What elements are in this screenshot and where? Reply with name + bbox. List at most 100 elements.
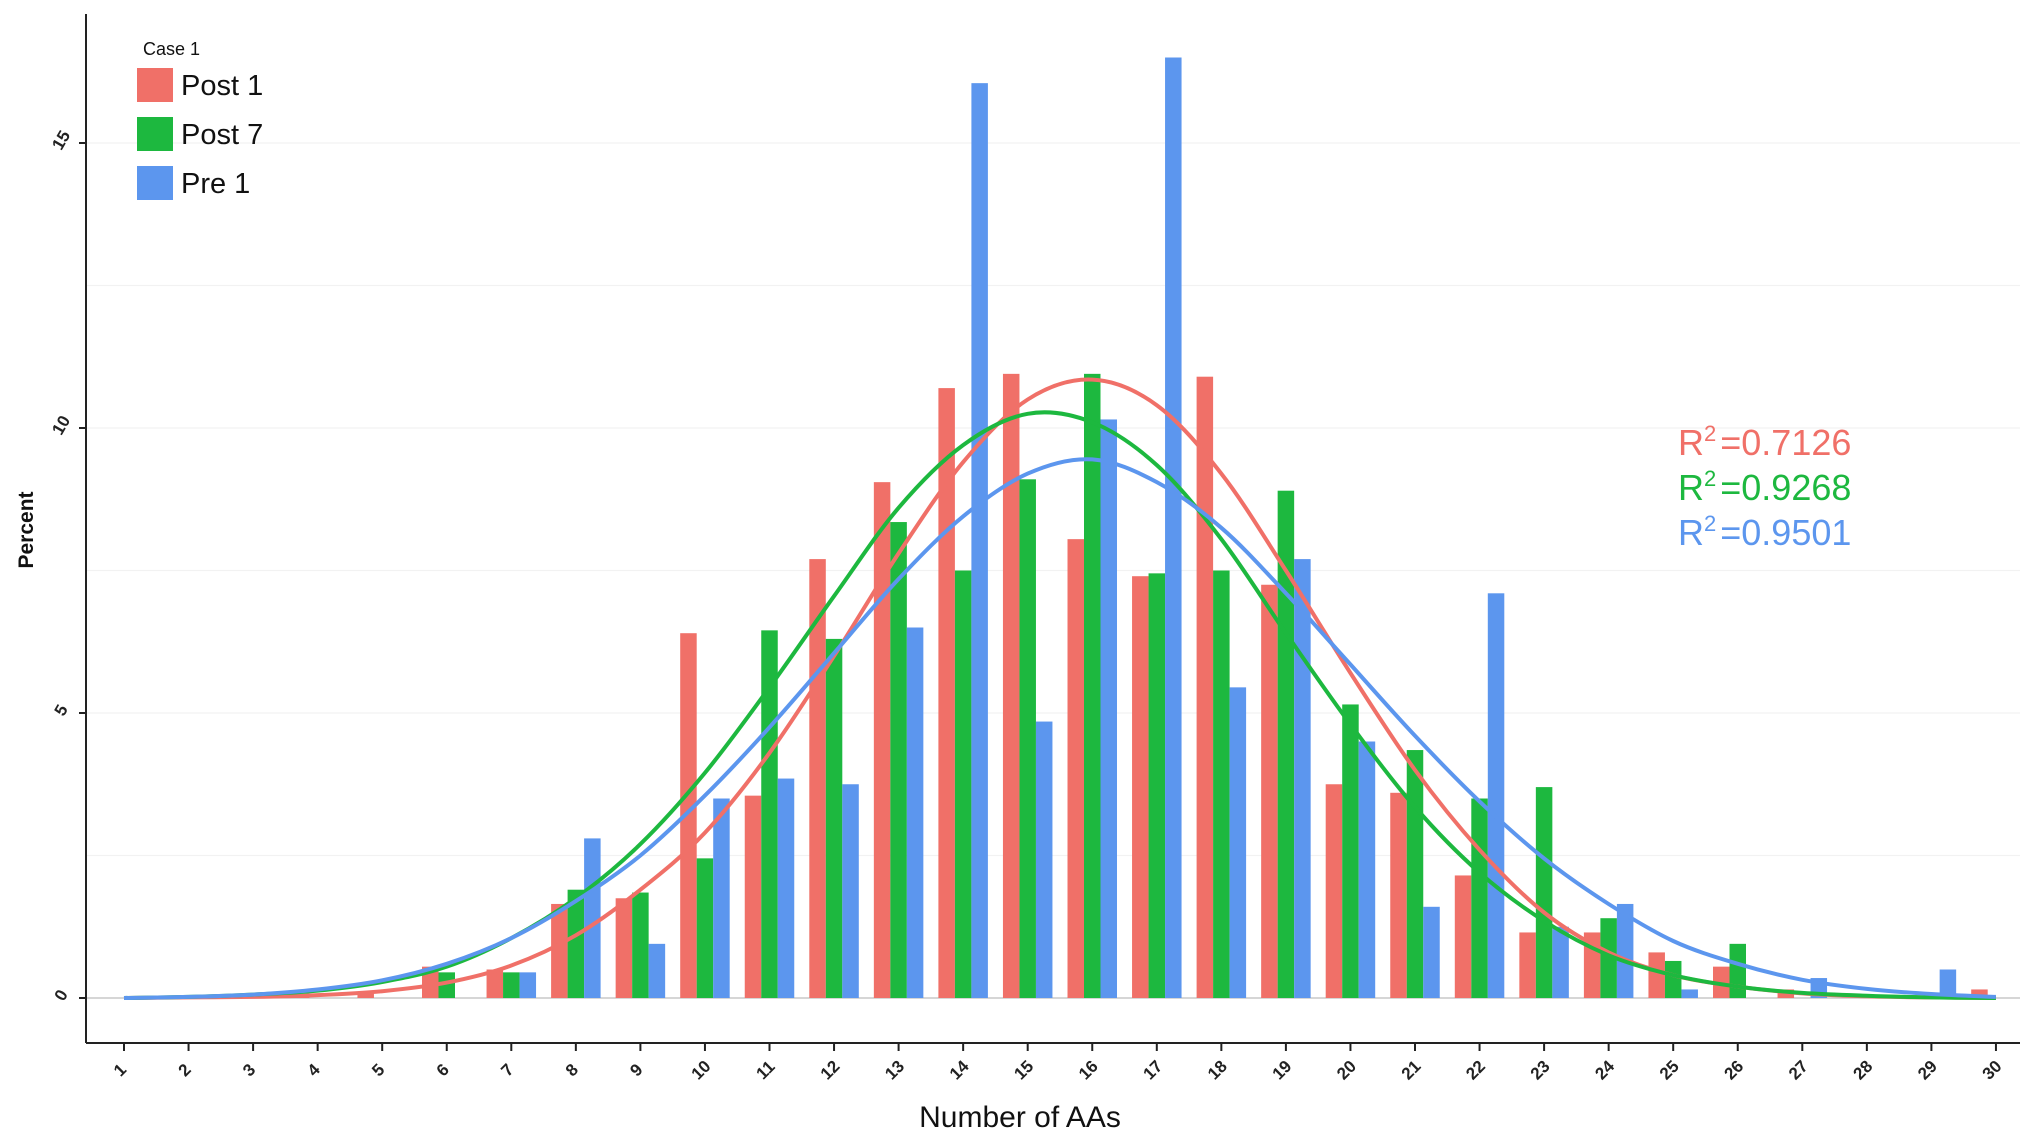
bar xyxy=(825,638,843,998)
legend-label: Post 7 xyxy=(181,119,263,151)
bar xyxy=(438,972,455,998)
bar xyxy=(567,889,585,998)
bar xyxy=(938,388,955,999)
bar xyxy=(971,83,988,998)
bar xyxy=(1519,932,1536,998)
y-tick-label: 10 xyxy=(48,412,74,438)
legend-swatch xyxy=(137,68,173,102)
x-tick-label: 6 xyxy=(433,1060,453,1080)
x-tick-label: 27 xyxy=(1785,1057,1812,1084)
bar xyxy=(1616,903,1634,998)
bar xyxy=(890,522,907,998)
x-tick-label: 24 xyxy=(1591,1056,1618,1083)
legend-swatch xyxy=(137,117,173,151)
bar xyxy=(1681,989,1698,998)
bar xyxy=(1132,576,1149,998)
bar xyxy=(1390,792,1407,998)
bar xyxy=(1294,559,1311,998)
bar xyxy=(1165,57,1182,998)
bar xyxy=(648,943,666,998)
fit-curve xyxy=(123,410,1996,1000)
bar xyxy=(1939,969,1957,998)
x-tick-label: 10 xyxy=(688,1057,715,1084)
bar xyxy=(1019,479,1036,998)
bar xyxy=(1358,741,1376,998)
legend-title: Case 1 xyxy=(143,39,200,59)
x-tick-label: 20 xyxy=(1333,1057,1360,1084)
x-tick-label: 1 xyxy=(110,1060,130,1080)
bar xyxy=(503,972,520,998)
y-tick-label: 15 xyxy=(48,127,74,153)
bar xyxy=(713,798,730,998)
x-tick-label: 29 xyxy=(1914,1057,1941,1084)
bar xyxy=(1487,593,1505,998)
legend: Case 1 Post 1 Post 7 Pre 1 xyxy=(137,39,263,200)
x-axis-title: Number of AAs xyxy=(919,1101,1121,1134)
y-axis-title: Percent xyxy=(15,491,38,568)
x-tick-label: 3 xyxy=(239,1060,259,1080)
bar xyxy=(584,838,601,998)
fit-curves xyxy=(123,377,1996,1000)
bar xyxy=(1535,787,1553,998)
x-tick-label: 16 xyxy=(1075,1057,1102,1084)
bar xyxy=(1325,784,1343,998)
bar xyxy=(1067,539,1084,998)
x-tick-label: 8 xyxy=(562,1060,582,1080)
x-tick-label: 25 xyxy=(1656,1057,1683,1084)
bar xyxy=(357,992,374,998)
y-tick-label: 0 xyxy=(51,986,72,1004)
x-tick-label: 14 xyxy=(946,1056,973,1083)
x-tick-label: 7 xyxy=(497,1060,517,1080)
bar xyxy=(1648,952,1665,998)
x-tick-label: 11 xyxy=(753,1057,779,1083)
bar xyxy=(873,482,891,998)
bar xyxy=(842,784,859,998)
bar xyxy=(1002,373,1020,999)
x-tick-label: 5 xyxy=(368,1060,388,1080)
bar xyxy=(632,892,649,998)
bar xyxy=(906,627,924,998)
x-tick-label: 22 xyxy=(1462,1057,1489,1084)
x-tick-label: 13 xyxy=(881,1057,908,1084)
bar xyxy=(680,633,697,998)
bar xyxy=(1100,419,1117,998)
bar xyxy=(1084,373,1101,999)
bar xyxy=(1213,570,1230,998)
bar xyxy=(551,903,568,998)
bar xyxy=(1035,721,1053,998)
bar xyxy=(954,570,972,998)
bar xyxy=(1729,943,1746,998)
bar xyxy=(1406,750,1424,998)
x-tick-label: 23 xyxy=(1527,1057,1554,1084)
bar xyxy=(777,778,795,998)
bars xyxy=(292,57,1988,999)
axes xyxy=(85,14,2020,1044)
bar xyxy=(1552,926,1569,998)
bar xyxy=(696,858,714,998)
bar xyxy=(1664,960,1682,998)
r2-annotation: R2 =0.7126 xyxy=(1678,421,1851,463)
x-ticks: 1 2 3 4 5 6 7 8 9 10 11 12 13 14 15 16 17 18 19 20 21 22 23 24 2… xyxy=(110,1043,2005,1084)
y-ticks: 0 5 10 15 xyxy=(48,127,86,1004)
r2-annotation: R2 =0.9501 xyxy=(1678,511,1851,553)
x-tick-label: 28 xyxy=(1850,1057,1877,1084)
x-tick-label: 17 xyxy=(1140,1057,1167,1084)
x-tick-label: 4 xyxy=(304,1060,325,1081)
fit-curve xyxy=(123,457,1996,1000)
bar xyxy=(1261,584,1278,998)
bar xyxy=(615,898,633,998)
bar xyxy=(1229,687,1247,998)
bar xyxy=(1471,798,1488,998)
y-tick-label: 5 xyxy=(51,701,72,719)
bar xyxy=(1342,704,1359,998)
x-tick-label: 9 xyxy=(626,1060,646,1080)
x-tick-label: 18 xyxy=(1204,1057,1231,1084)
legend-label: Pre 1 xyxy=(181,168,250,200)
legend-label: Post 1 xyxy=(181,70,263,102)
grid-lines xyxy=(86,142,2020,999)
bar xyxy=(1423,906,1440,998)
bar xyxy=(1971,989,1988,998)
bar xyxy=(486,969,504,998)
